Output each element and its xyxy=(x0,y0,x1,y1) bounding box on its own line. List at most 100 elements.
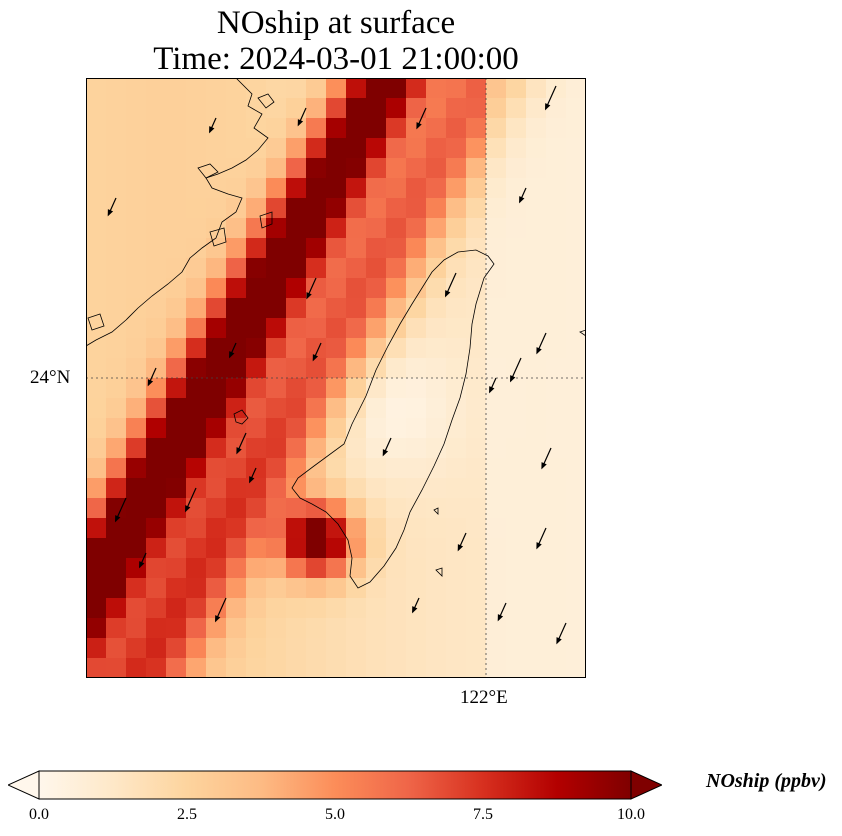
field-cell xyxy=(506,578,527,599)
field-cell xyxy=(106,98,127,119)
wind-vector-head xyxy=(519,196,525,204)
field-cell xyxy=(346,198,367,219)
field-cell xyxy=(406,278,427,299)
field-cell xyxy=(566,658,586,678)
field-cell xyxy=(326,338,347,359)
field-cell xyxy=(86,458,107,479)
map-panel[interactable] xyxy=(86,78,586,678)
field-cell xyxy=(326,498,347,519)
field-cell xyxy=(286,458,307,479)
field-cell xyxy=(446,538,467,559)
field-cell xyxy=(526,318,547,339)
field-cell xyxy=(366,518,387,539)
field-cell xyxy=(286,518,307,539)
field-cell xyxy=(406,458,427,479)
field-cell xyxy=(246,318,267,339)
field-cell xyxy=(506,78,527,99)
field-cell xyxy=(566,178,586,199)
field-cell xyxy=(466,278,487,299)
field-cell xyxy=(506,478,527,499)
field-cell xyxy=(126,558,147,579)
field-cell xyxy=(426,498,447,519)
wind-vector-head xyxy=(306,292,312,300)
field-cell xyxy=(186,178,207,199)
map-frame xyxy=(86,78,586,678)
field-cell xyxy=(286,238,307,259)
field-cell xyxy=(366,78,387,99)
field-cell xyxy=(206,338,227,359)
field-cell xyxy=(206,358,227,379)
field-cell xyxy=(326,298,347,319)
field-cell xyxy=(166,378,187,399)
field-cell xyxy=(146,98,167,119)
field-cell xyxy=(346,78,367,99)
field-cell xyxy=(326,318,347,339)
field-cell xyxy=(346,438,367,459)
field-cell xyxy=(266,558,287,579)
field-cell xyxy=(546,358,567,379)
field-cell xyxy=(266,398,287,419)
field-cell xyxy=(346,418,367,439)
field-cell xyxy=(126,278,147,299)
field-cell xyxy=(446,358,467,379)
field-cell xyxy=(106,638,127,659)
field-cell xyxy=(266,158,287,179)
field-cell xyxy=(526,418,547,439)
field-cell xyxy=(566,438,586,459)
field-cell xyxy=(426,538,447,559)
field-cell xyxy=(366,238,387,259)
field-cell xyxy=(446,338,467,359)
field-cell xyxy=(386,78,407,99)
field-cell xyxy=(166,318,187,339)
field-cell xyxy=(526,338,547,359)
field-cell xyxy=(506,138,527,159)
field-cell xyxy=(246,418,267,439)
field-cell xyxy=(86,98,107,119)
field-cell xyxy=(226,638,247,659)
field-cell xyxy=(246,98,267,119)
field-cell xyxy=(286,478,307,499)
field-cell xyxy=(286,258,307,279)
field-cell xyxy=(106,138,127,159)
field-cell xyxy=(566,298,586,319)
wind-vector-head xyxy=(382,449,389,457)
field-cell xyxy=(326,418,347,439)
field-cell xyxy=(106,358,127,379)
field-cell xyxy=(266,118,287,139)
field-cell xyxy=(326,538,347,559)
field-cell xyxy=(446,198,467,219)
field-cell xyxy=(226,318,247,339)
wind-vector-head xyxy=(545,103,551,111)
field-cell xyxy=(426,658,447,678)
map-title-line2: Time: 2024-03-01 21:00:00 xyxy=(153,41,519,77)
field-cell xyxy=(526,658,547,678)
field-cell xyxy=(246,278,267,299)
field-cell xyxy=(86,338,107,359)
field-cell xyxy=(246,258,267,279)
field-cell xyxy=(126,458,147,479)
field-cell xyxy=(86,518,107,539)
field-cell xyxy=(386,158,407,179)
field-cell xyxy=(106,458,127,479)
field-cell xyxy=(566,578,586,599)
field-cell xyxy=(186,78,207,99)
field-cell xyxy=(326,458,347,479)
field-cell xyxy=(526,238,547,259)
field-cell xyxy=(106,158,127,179)
field-cell xyxy=(546,478,567,499)
field-cell xyxy=(386,458,407,479)
field-cell xyxy=(186,338,207,359)
field-cell xyxy=(86,558,107,579)
field-cell xyxy=(286,218,307,239)
field-cell xyxy=(466,138,487,159)
field-cell xyxy=(306,118,327,139)
field-cell xyxy=(386,378,407,399)
field-cell xyxy=(526,178,547,199)
field-cell xyxy=(246,238,267,259)
field-cell xyxy=(346,238,367,259)
wind-vector-head xyxy=(536,347,542,355)
field-cell xyxy=(526,378,547,399)
field-cell xyxy=(386,278,407,299)
field-cell xyxy=(566,558,586,579)
field-cell xyxy=(226,118,247,139)
